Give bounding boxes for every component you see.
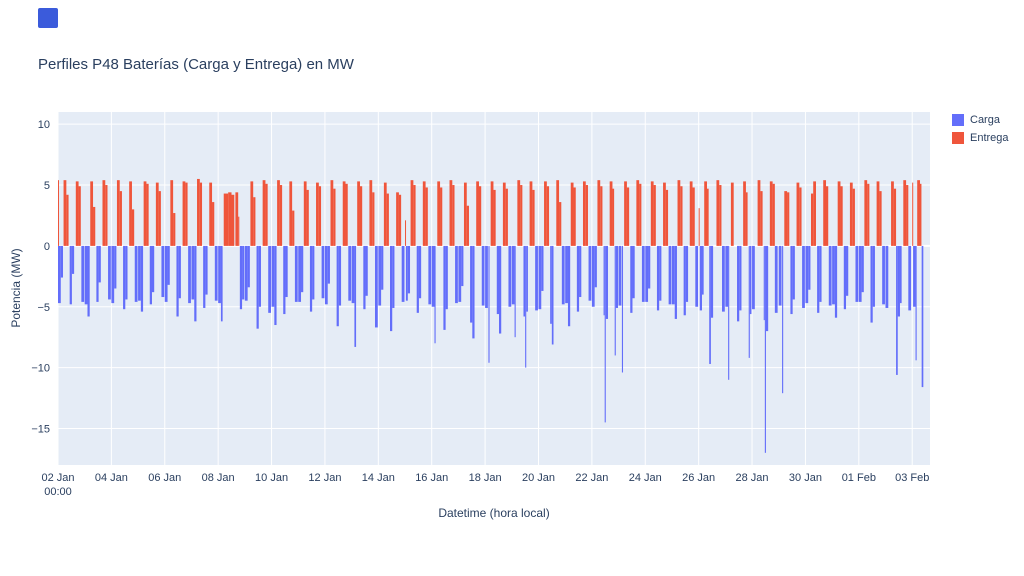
svg-text:20 Jan: 20 Jan [522, 472, 555, 484]
svg-text:28 Jan: 28 Jan [736, 472, 769, 484]
svg-text:12 Jan: 12 Jan [308, 472, 341, 484]
legend-label-entrega: Entrega [970, 132, 1009, 144]
svg-text:−10: −10 [31, 363, 50, 375]
svg-text:03 Feb: 03 Feb [895, 472, 929, 484]
app-logo [38, 8, 58, 28]
svg-text:01 Feb: 01 Feb [842, 472, 876, 484]
entrega-swatch-icon [952, 132, 964, 144]
svg-text:−15: −15 [31, 423, 50, 435]
svg-text:26 Jan: 26 Jan [682, 472, 715, 484]
carga-swatch-icon [952, 114, 964, 126]
svg-text:−5: −5 [37, 302, 50, 314]
legend-item-carga[interactable]: Carga [952, 114, 1009, 126]
svg-text:24 Jan: 24 Jan [629, 472, 662, 484]
svg-text:10 Jan: 10 Jan [255, 472, 288, 484]
svg-text:00:00: 00:00 [44, 486, 72, 498]
x-axis-title: Datetime (hora local) [438, 506, 550, 520]
svg-text:04 Jan: 04 Jan [95, 472, 128, 484]
svg-text:5: 5 [44, 180, 50, 192]
svg-text:16 Jan: 16 Jan [415, 472, 448, 484]
chart-title: Perfiles P48 Baterías (Carga y Entrega) … [38, 56, 354, 73]
svg-text:30 Jan: 30 Jan [789, 472, 822, 484]
chart-legend: Carga Entrega [952, 114, 1009, 150]
legend-label-carga: Carga [970, 114, 1000, 126]
svg-text:06 Jan: 06 Jan [148, 472, 181, 484]
y-axis-title: Potencia (MW) [9, 248, 23, 328]
svg-text:18 Jan: 18 Jan [469, 472, 502, 484]
svg-text:10: 10 [38, 119, 50, 131]
svg-text:14 Jan: 14 Jan [362, 472, 395, 484]
svg-text:22 Jan: 22 Jan [575, 472, 608, 484]
svg-text:0: 0 [44, 241, 50, 253]
svg-text:08 Jan: 08 Jan [202, 472, 235, 484]
svg-text:02 Jan: 02 Jan [41, 472, 74, 484]
legend-item-entrega[interactable]: Entrega [952, 132, 1009, 144]
